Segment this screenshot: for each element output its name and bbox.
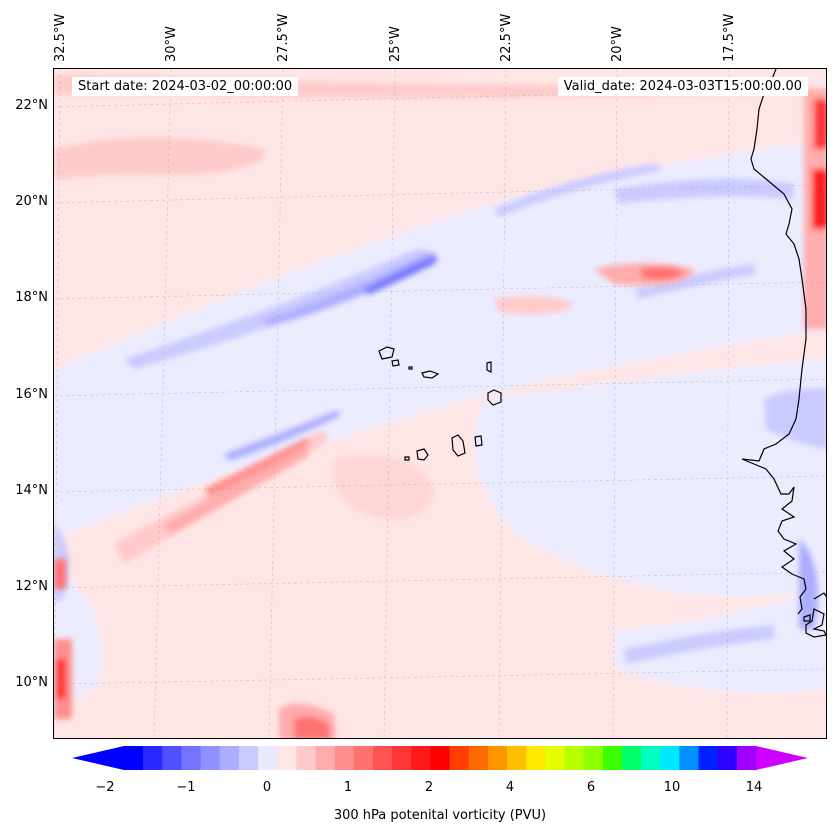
colorbar-cell	[430, 746, 451, 770]
graticule	[54, 69, 826, 738]
colorbar-cell	[507, 746, 527, 770]
colorbar-cell	[564, 746, 585, 770]
colorbar-tick: 2	[424, 780, 434, 795]
lon-label-27.5w: 27.5°W	[276, 13, 291, 62]
colorbar-tick: 14	[745, 780, 763, 795]
colorbar-cell	[296, 746, 317, 770]
colorbar-cell	[602, 746, 623, 770]
colorbar-tick: −2	[95, 780, 115, 795]
colorbar-cell	[162, 746, 182, 770]
cabo-verde-islands	[378, 346, 502, 461]
map-panel: Start date: 2024-03-02_00:00:00 Valid_da…	[53, 68, 827, 739]
valid-date-label: Valid_date: 2024-03-03T15:00:00.00	[557, 77, 808, 96]
lat-label-10n: 10°N	[15, 675, 48, 690]
lon-label-17.5w: 17.5°W	[722, 13, 737, 62]
colorbar-extend-max	[756, 746, 808, 770]
lat-label-14n: 14°N	[15, 483, 48, 498]
colorbar-extend-min	[72, 746, 124, 770]
colorbar-cell	[258, 746, 278, 770]
colorbar-cell	[124, 746, 144, 770]
colorbar-cell	[583, 746, 604, 770]
colorbar-cell	[315, 746, 336, 770]
colorbar-cell	[372, 746, 393, 770]
colorbar-cell	[277, 746, 297, 770]
colorbar-cell	[717, 746, 738, 770]
colorbar-cell	[353, 746, 374, 770]
colorbar	[72, 746, 808, 770]
colorbar-tick: 1	[343, 780, 353, 795]
colorbar-cell	[392, 746, 412, 770]
west-africa-coastline	[741, 69, 826, 638]
lon-label-25w: 25°W	[388, 26, 403, 62]
colorbar-cell	[411, 746, 431, 770]
lon-label-30w: 30°W	[164, 26, 179, 62]
lon-label-20w: 20°W	[610, 26, 625, 62]
colorbar-cell	[621, 746, 642, 770]
colorbar-tick: 0	[262, 780, 272, 795]
lat-label-20n: 20°N	[15, 194, 48, 209]
colorbar-tick: 6	[586, 780, 596, 795]
lon-label-32.5w: 32.5°W	[53, 13, 68, 62]
lat-label-12n: 12°N	[15, 579, 48, 594]
colorbar-tick: 10	[663, 780, 681, 795]
colorbar-cell	[679, 746, 700, 770]
lon-label-22.5w: 22.5°W	[499, 13, 514, 62]
colorbar-cell	[736, 746, 757, 770]
colorbar-cell	[660, 746, 680, 770]
colorbar-cell	[219, 746, 240, 770]
start-date-label: Start date: 2024-03-02_00:00:00	[72, 77, 299, 96]
colorbar-cell	[238, 746, 259, 770]
colorbar-cell	[487, 746, 508, 770]
colorbar-cell	[698, 746, 719, 770]
colorbar-cell	[468, 746, 489, 770]
colorbar-cell	[200, 746, 221, 770]
lat-label-16n: 16°N	[15, 387, 48, 402]
colorbar-cell	[449, 746, 470, 770]
colorbar-cell	[143, 746, 163, 770]
colorbar-cells	[124, 746, 757, 770]
pv-field-map	[54, 69, 826, 738]
colorbar-tick: −1	[176, 780, 196, 795]
colorbar-title: 300 hPa potenital vorticity (PVU)	[333, 808, 547, 823]
colorbar-cell	[641, 746, 661, 770]
colorbar-cell	[181, 746, 202, 770]
lat-label-22n: 22°N	[15, 98, 48, 113]
colorbar-cell	[545, 746, 565, 770]
colorbar-cell	[526, 746, 546, 770]
lat-label-18n: 18°N	[15, 290, 48, 305]
colorbar-cell	[334, 746, 355, 770]
colorbar-tick: 4	[505, 780, 515, 795]
pv-negative-streaks	[54, 164, 826, 664]
